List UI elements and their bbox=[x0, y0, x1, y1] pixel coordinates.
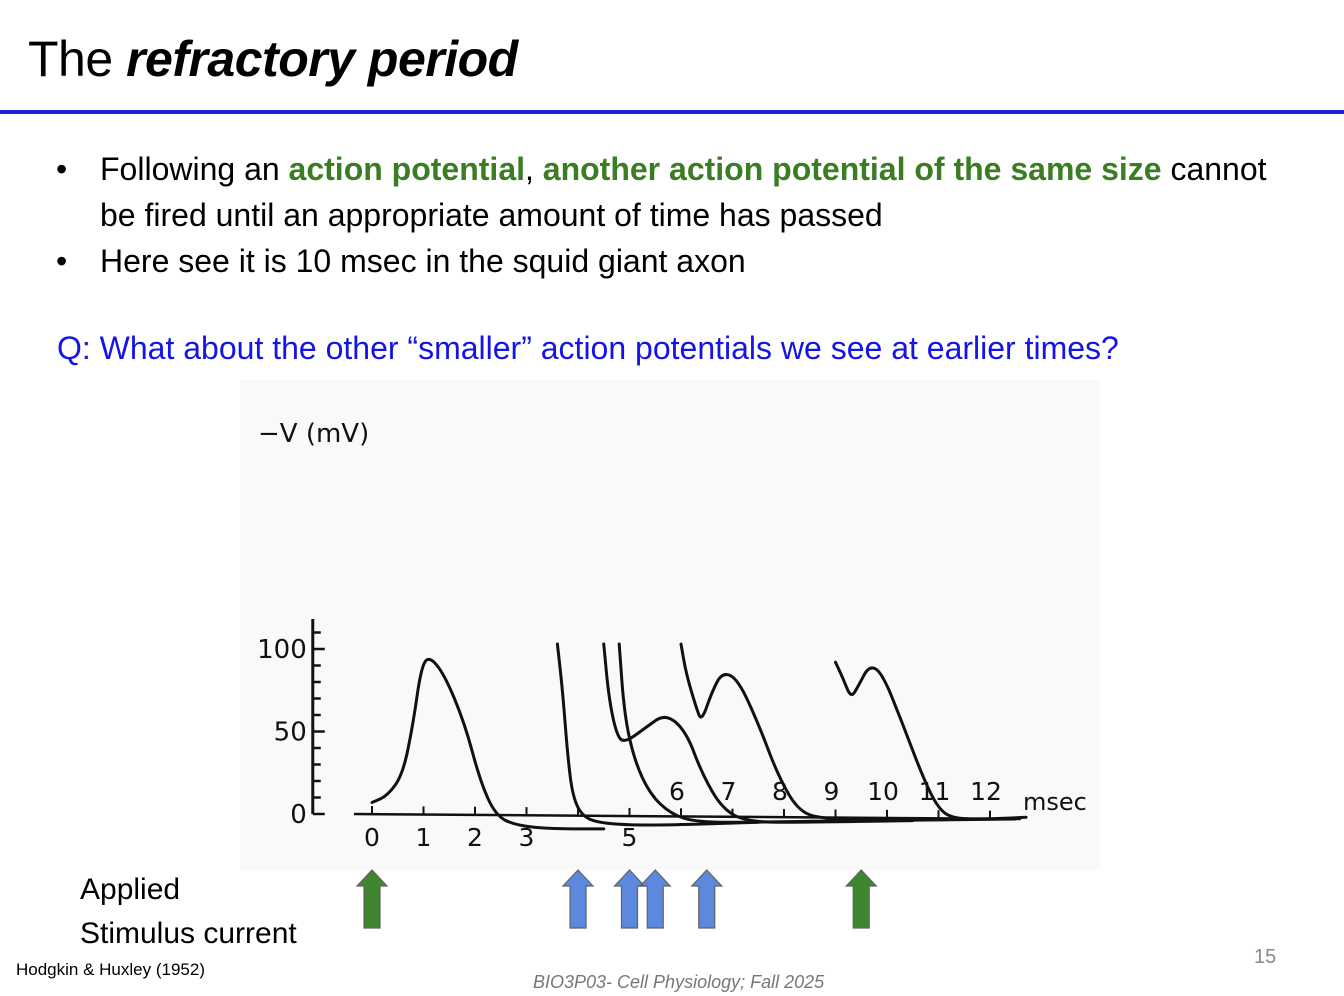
x-tick-label-lower: 0 bbox=[364, 823, 380, 852]
title-prefix: The bbox=[28, 31, 127, 87]
y-tick-label: 50 bbox=[274, 718, 307, 748]
question-text: Q: What about the other “smaller” action… bbox=[57, 330, 1119, 366]
voltage-trace-3 bbox=[602, 642, 915, 824]
stimulus-arrow bbox=[690, 869, 724, 929]
bullet1-pre: Following an bbox=[100, 151, 289, 187]
bullet1-highlight-same-size: another action potential of the same siz… bbox=[542, 151, 1162, 187]
title-emphasis: refractory period bbox=[126, 31, 518, 87]
bullet1-highlight-action-potential: action potential bbox=[288, 151, 525, 187]
title-divider bbox=[0, 110, 1344, 114]
x-tick-label-upper: 10 bbox=[867, 777, 899, 806]
stimulus-arrow bbox=[844, 869, 878, 929]
x-tick-label-lower: 5 bbox=[622, 823, 638, 852]
bullet-item: Following an action potential, another a… bbox=[56, 146, 1280, 238]
voltage-trace-1 bbox=[370, 657, 606, 831]
x-tick-label-upper: 12 bbox=[970, 777, 1002, 806]
voltage-trace-2 bbox=[555, 642, 760, 827]
x-tick-label-lower: 2 bbox=[467, 823, 483, 852]
bullet1-post: cannot be fired until an appropriate amo… bbox=[100, 151, 1267, 233]
footer-course: BIO3P03- Cell Physiology; Fall 2025 bbox=[533, 972, 825, 992]
stimulus-label-line2: Stimulus current bbox=[80, 917, 297, 950]
stimulus-label-line1: Applied bbox=[80, 873, 181, 906]
stimulus-arrow bbox=[561, 869, 595, 929]
x-tick-label-lower: 3 bbox=[519, 823, 535, 852]
y-tick-label: 100 bbox=[257, 635, 307, 665]
voltage-trace-6 bbox=[834, 660, 1028, 821]
x-tick-label-upper: 7 bbox=[721, 777, 737, 806]
slide-title: The refractory period bbox=[28, 30, 518, 88]
stimulus-label: Applied Stimulus current bbox=[80, 868, 297, 956]
x-axis-unit-label: msec bbox=[1023, 788, 1087, 816]
figure-background bbox=[240, 380, 1100, 870]
x-tick-label-upper: 9 bbox=[824, 777, 840, 806]
x-tick-label-lower: 1 bbox=[416, 823, 432, 852]
stimulus-arrow bbox=[613, 869, 646, 929]
bullet-item: Here see it is 10 msec in the squid gian… bbox=[56, 238, 1280, 284]
stimulus-arrow bbox=[355, 869, 389, 929]
voltage-trace-5 bbox=[679, 642, 1018, 822]
bullet1-mid: , bbox=[525, 151, 543, 187]
voltage-trace-4 bbox=[617, 642, 940, 824]
bullet-list: Following an action potential, another a… bbox=[56, 146, 1280, 284]
y-axis-label: −V (mV) bbox=[258, 419, 369, 449]
y-tick-label: 0 bbox=[290, 800, 307, 830]
stimulus-arrow bbox=[638, 869, 672, 929]
x-tick-label-upper: 6 bbox=[669, 777, 685, 806]
citation: Hodgkin & Huxley (1952) bbox=[16, 960, 205, 979]
page-number: 15 bbox=[1254, 946, 1277, 968]
